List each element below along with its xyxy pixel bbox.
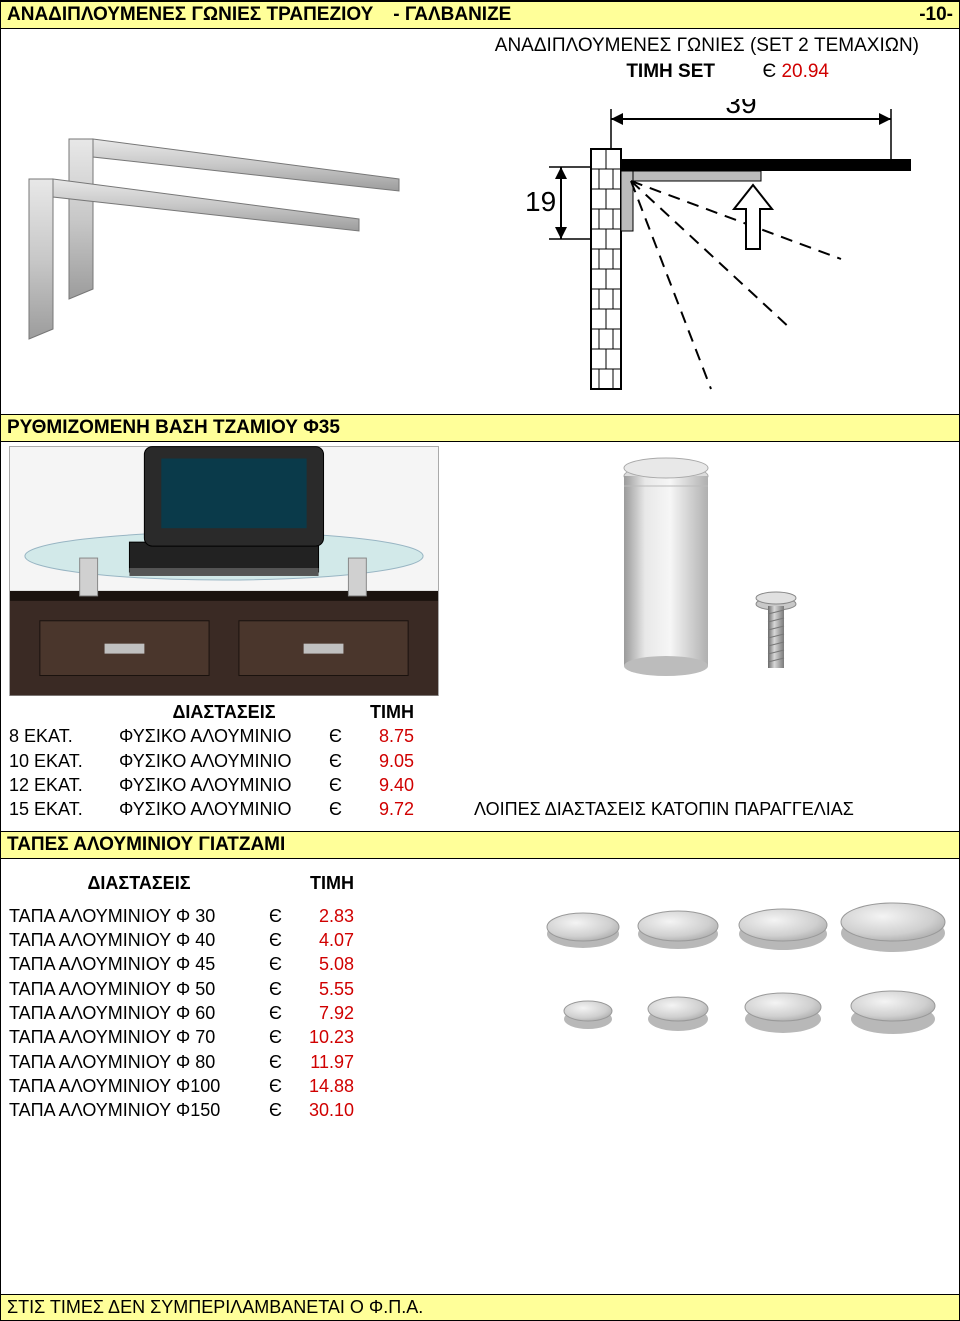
t2-head-price: ΤΙΜΗ bbox=[294, 871, 354, 895]
t2-price: 30.10 bbox=[294, 1098, 354, 1122]
t1-material: ΦΥΣΙΚΟ ΑΛΟΥΜΙΝΙΟ bbox=[119, 749, 329, 773]
brackets-photo-icon bbox=[9, 99, 429, 359]
t1-currency: Є bbox=[329, 797, 354, 821]
header2-text: ΡΥΘΜΙΖΟΜΕΝΗ ΒΑΣΗ ΤΖΑΜΙΟΥ Φ35 bbox=[7, 417, 340, 439]
t2-price: 10.23 bbox=[294, 1025, 354, 1049]
t1-currency: Є bbox=[329, 724, 354, 748]
section-header-glass-base: ΡΥΘΜΙΖΟΜΕΝΗ ΒΑΣΗ ΤΖΑΜΙΟΥ Φ35 bbox=[1, 414, 959, 442]
t2-dim: ΤΑΠΑ ΑΛΟΥΜΙΝΙΟΥ Φ100 bbox=[9, 1074, 269, 1098]
t1-material: ΦΥΣΙΚΟ ΑΛΟΥΜΙΝΙΟ bbox=[119, 797, 329, 821]
table-row: ΤΑΠΑ ΑΛΟΥΜΙΝΙΟΥ Φ100Є14.88 bbox=[9, 1074, 528, 1098]
t2-head-dim: ΔΙΑΣΤΑΣΕΙΣ bbox=[9, 871, 269, 895]
t1-price: 9.40 bbox=[354, 773, 414, 797]
caps-price-table: ΔΙΑΣΤΑΣΕΙΣ ΤΙΜΗ ΤΑΠΑ ΑΛΟΥΜΙΝΙΟΥ Φ 30Є2.8… bbox=[1, 859, 528, 1132]
table-row: ΤΑΠΑ ΑΛΟΥΜΙΝΙΟΥ Φ 45Є5.08 bbox=[9, 952, 528, 976]
caps-row: ΔΙΑΣΤΑΣΕΙΣ ΤΙΜΗ ΤΑΠΑ ΑΛΟΥΜΙΝΙΟΥ Φ 30Є2.8… bbox=[1, 859, 959, 1132]
dim-vertical: 19 bbox=[525, 186, 556, 217]
t1-price: 8.75 bbox=[354, 724, 414, 748]
header1-title-b: - ΓΑΛΒΑΝΙΖΕ bbox=[393, 4, 511, 26]
table-row: 8 ΕΚΑΤ.ΦΥΣΙΚΟ ΑΛΟΥΜΙΝΙΟЄ8.75 bbox=[9, 724, 959, 748]
set-description: ΑΝΑΔΙΠΛΟΥΜΕΝΕΣ ΓΩΝΙΕΣ (SET 2 ΤΕΜΑΧΙΩΝ) bbox=[1, 29, 959, 59]
t1-note: ΛΟΙΠΕΣ ΔΙΑΣΤΑΣΕΙΣ ΚΑΤΟΠΙΝ ΠΑΡΑΓΓΕΛΙΑΣ bbox=[414, 797, 854, 821]
header1-title-a: ΑΝΑΔΙΠΛΟΥΜΕΝΕΣ ΓΩΝΙΕΣ ΤΡΑΠΕΖΙΟΥ bbox=[7, 4, 373, 26]
standoff-render-icon bbox=[576, 446, 836, 696]
t2-dim: ΤΑΠΑ ΑΛΟΥΜΙΝΙΟΥ Φ 30 bbox=[9, 904, 269, 928]
table-row: ΤΑΠΑ ΑΛΟΥΜΙΝΙΟΥ Φ 30Є2.83 bbox=[9, 904, 528, 928]
t1-dim: 8 ΕΚΑΤ. bbox=[9, 724, 119, 748]
section-header-caps: ΤΑΠΕΣ ΑΛΟΥΜΙΝΙΟΥ ΓΙΑΤΖΑΜΙ bbox=[1, 831, 959, 859]
t2-currency: Є bbox=[269, 952, 294, 976]
vat-footer: ΣΤΙΣ ΤΙΜΕΣ ΔΕΝ ΣΥΜΠΕΡΙΛΑΜΒΑΝΕΤΑΙ Ο Φ.Π.Α… bbox=[1, 1294, 959, 1320]
dim-horizontal: 39 bbox=[726, 99, 757, 119]
table-row: 12 ΕΚΑΤ.ΦΥΣΙΚΟ ΑΛΟΥΜΙΝΙΟЄ9.40 bbox=[9, 773, 959, 797]
header1-pageno: -10- bbox=[919, 4, 953, 26]
t2-dim: ΤΑΠΑ ΑΛΟΥΜΙΝΙΟΥ Φ 70 bbox=[9, 1025, 269, 1049]
t1-dim: 15 ΕΚΑΤ. bbox=[9, 797, 119, 821]
t1-dim: 12 ΕΚΑΤ. bbox=[9, 773, 119, 797]
t2-currency: Є bbox=[269, 904, 294, 928]
t2-currency: Є bbox=[269, 1098, 294, 1122]
caps-photo-icon bbox=[528, 889, 948, 1059]
t2-dim: ΤΑΠΑ ΑΛΟΥΜΙΝΙΟΥ Φ150 bbox=[9, 1098, 269, 1122]
t2-price: 14.88 bbox=[294, 1074, 354, 1098]
glass-base-photo-icon bbox=[9, 446, 439, 696]
t2-currency: Є bbox=[269, 1001, 294, 1025]
t1-price: 9.05 bbox=[354, 749, 414, 773]
glass-base-images-row bbox=[1, 442, 959, 696]
t2-currency: Є bbox=[269, 1025, 294, 1049]
set-price-value: 20.94 bbox=[781, 61, 829, 82]
t2-currency: Є bbox=[269, 928, 294, 952]
t1-currency: Є bbox=[329, 773, 354, 797]
t2-dim: ΤΑΠΑ ΑΛΟΥΜΙΝΙΟΥ Φ 60 bbox=[9, 1001, 269, 1025]
t1-note bbox=[414, 724, 474, 748]
set-price-currency: Є bbox=[763, 61, 777, 82]
bracket-diagram: 39 19 bbox=[491, 99, 911, 399]
table-row: ΤΑΠΑ ΑΛΟΥΜΙΝΙΟΥ Φ150Є30.10 bbox=[9, 1098, 528, 1122]
table-row: ΤΑΠΑ ΑΛΟΥΜΙΝΙΟΥ Φ 50Є5.55 bbox=[9, 977, 528, 1001]
t2-price: 7.92 bbox=[294, 1001, 354, 1025]
t1-currency: Є bbox=[329, 749, 354, 773]
t2-currency: Є bbox=[269, 1050, 294, 1074]
t2-dim: ΤΑΠΑ ΑΛΟΥΜΙΝΙΟΥ Φ 80 bbox=[9, 1050, 269, 1074]
t2-price: 5.55 bbox=[294, 977, 354, 1001]
set-price-row: ΤΙΜΗ SET Є 20.94 bbox=[1, 59, 959, 89]
t2-dim: ΤΑΠΑ ΑΛΟΥΜΙΝΙΟΥ Φ 40 bbox=[9, 928, 269, 952]
set-price-label: ΤΙΜΗ SET bbox=[626, 61, 715, 82]
t2-price: 4.07 bbox=[294, 928, 354, 952]
t1-note bbox=[414, 773, 474, 797]
brackets-images-row: 39 19 bbox=[1, 89, 959, 404]
t2-price: 5.08 bbox=[294, 952, 354, 976]
table-row: 15 ΕΚΑΤ.ΦΥΣΙΚΟ ΑΛΟΥΜΙΝΙΟЄ9.72ΛΟΙΠΕΣ ΔΙΑΣ… bbox=[9, 797, 959, 821]
page: ΑΝΑΔΙΠΛΟΥΜΕΝΕΣ ΓΩΝΙΕΣ ΤΡΑΠΕΖΙΟΥ - ΓΑΛΒΑΝ… bbox=[0, 0, 960, 1321]
t1-head-price: ΤΙΜΗ bbox=[354, 700, 414, 724]
header3-text: ΤΑΠΕΣ ΑΛΟΥΜΙΝΙΟΥ ΓΙΑΤΖΑΜΙ bbox=[7, 834, 285, 856]
table-row: ΤΑΠΑ ΑΛΟΥΜΙΝΙΟΥ Φ 40Є4.07 bbox=[9, 928, 528, 952]
glass-base-price-table: ΔΙΑΣΤΑΣΕΙΣ ΤΙΜΗ 8 ΕΚΑΤ.ΦΥΣΙΚΟ ΑΛΟΥΜΙΝΙΟЄ… bbox=[1, 696, 959, 831]
t1-material: ΦΥΣΙΚΟ ΑΛΟΥΜΙΝΙΟ bbox=[119, 773, 329, 797]
table-row: ΤΑΠΑ ΑΛΟΥΜΙΝΙΟΥ Φ 60Є7.92 bbox=[9, 1001, 528, 1025]
t2-dim: ΤΑΠΑ ΑΛΟΥΜΙΝΙΟΥ Φ 45 bbox=[9, 952, 269, 976]
t2-dim: ΤΑΠΑ ΑΛΟΥΜΙΝΙΟΥ Φ 50 bbox=[9, 977, 269, 1001]
table-row: 10 ΕΚΑΤ.ΦΥΣΙΚΟ ΑΛΟΥΜΙΝΙΟЄ9.05 bbox=[9, 749, 959, 773]
t1-note bbox=[414, 749, 474, 773]
section-header-brackets: ΑΝΑΔΙΠΛΟΥΜΕΝΕΣ ΓΩΝΙΕΣ ΤΡΑΠΕΖΙΟΥ - ΓΑΛΒΑΝ… bbox=[1, 1, 959, 29]
t1-price: 9.72 bbox=[354, 797, 414, 821]
table-row: ΤΑΠΑ ΑΛΟΥΜΙΝΙΟΥ Φ 80Є11.97 bbox=[9, 1050, 528, 1074]
table-row: ΤΑΠΑ ΑΛΟΥΜΙΝΙΟΥ Φ 70Є10.23 bbox=[9, 1025, 528, 1049]
t2-currency: Є bbox=[269, 977, 294, 1001]
t2-price: 11.97 bbox=[294, 1050, 354, 1074]
t1-dim: 10 ΕΚΑΤ. bbox=[9, 749, 119, 773]
t2-currency: Є bbox=[269, 1074, 294, 1098]
t1-head-dim: ΔΙΑΣΤΑΣΕΙΣ bbox=[119, 700, 329, 724]
t2-price: 2.83 bbox=[294, 904, 354, 928]
t1-material: ΦΥΣΙΚΟ ΑΛΟΥΜΙΝΙΟ bbox=[119, 724, 329, 748]
